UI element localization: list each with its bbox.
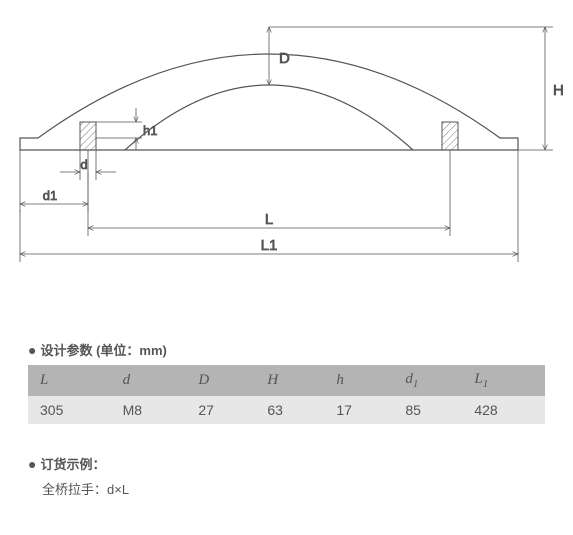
order-text: 全桥拉手：d×L [28, 479, 545, 498]
cell: M8 [111, 396, 187, 424]
spec-title: ●设计参数 (单位：mm) [28, 340, 545, 359]
spec-section: ●设计参数 (单位：mm) L d D H h d1 L1 305 M8 27 … [0, 340, 573, 424]
bolt-boss-right [442, 122, 458, 150]
table-header-row: L d D H h d1 L1 [28, 365, 545, 396]
cell: 85 [393, 396, 462, 424]
handle-drawing-svg: D H h1 d d1 [0, 0, 573, 280]
svg-text:D: D [279, 50, 290, 67]
col-L: L [28, 365, 111, 396]
svg-text:h1: h1 [143, 123, 157, 138]
dim-L1: L1 [20, 150, 518, 262]
svg-text:L1: L1 [261, 237, 278, 254]
svg-text:d: d [80, 157, 87, 172]
col-h: h [324, 365, 393, 396]
svg-text:L: L [265, 211, 273, 228]
dim-L: L [88, 150, 450, 236]
col-H: H [255, 365, 324, 396]
dim-h1: h1 [96, 108, 157, 150]
bullet-icon: ● [28, 456, 36, 472]
col-L1: L1 [462, 365, 545, 396]
col-D: D [186, 365, 255, 396]
table-row: 305 M8 27 63 17 85 428 [28, 396, 545, 424]
dim-D: D [269, 27, 290, 85]
spec-table: L d D H h d1 L1 305 M8 27 63 17 85 428 [28, 365, 545, 424]
cell: 27 [186, 396, 255, 424]
order-section: ●订货示例： 全桥拉手：d×L [0, 454, 573, 498]
cell: 17 [324, 396, 393, 424]
col-d1: d1 [393, 365, 462, 396]
cell: 63 [255, 396, 324, 424]
svg-text:d1: d1 [43, 188, 57, 203]
technical-diagram: D H h1 d d1 [0, 0, 573, 280]
svg-text:H: H [553, 82, 564, 99]
dim-d1: d1 [20, 150, 88, 212]
col-d: d [111, 365, 187, 396]
cell: 428 [462, 396, 545, 424]
order-title: ●订货示例： [28, 454, 545, 473]
bolt-boss-left [80, 122, 96, 150]
bullet-icon: ● [28, 342, 36, 358]
cell: 305 [28, 396, 111, 424]
